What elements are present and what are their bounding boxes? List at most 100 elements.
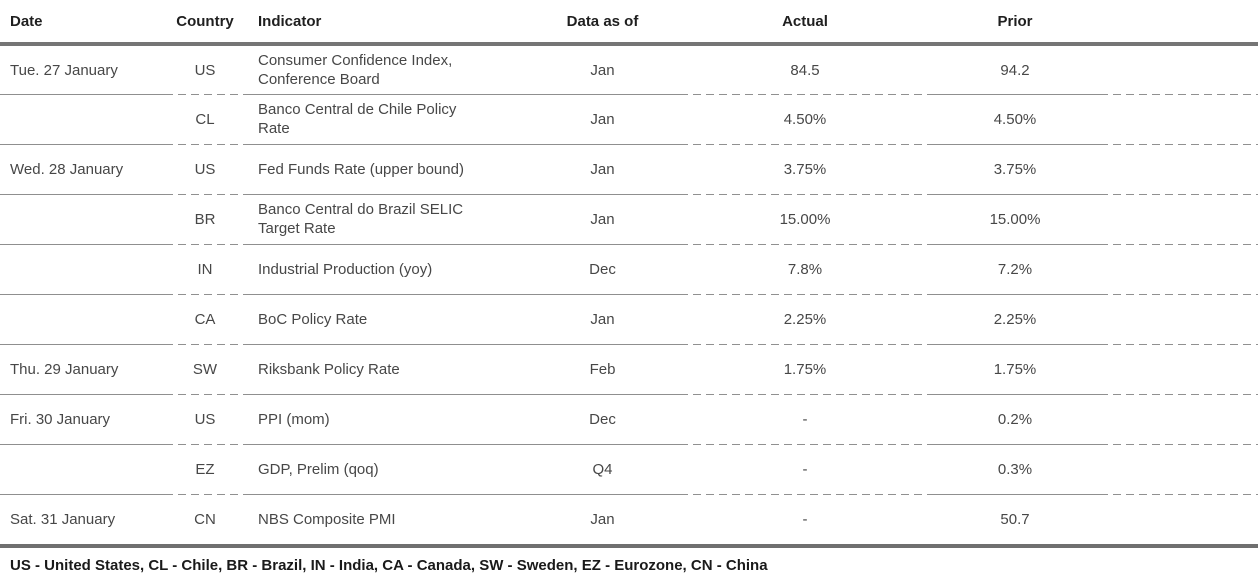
header-row: Date Country Indicator Data as of Actual… (0, 0, 1258, 46)
prior-cell: 15.00% (930, 194, 1100, 245)
table-row: CL Banco Central de Chile Policy Rate Ja… (0, 94, 1258, 145)
column-header-spacer (1100, 0, 1258, 46)
actual-cell: 84.5 (680, 44, 930, 94)
date-cell (0, 94, 165, 145)
indicator-cell: PPI (mom) (245, 394, 525, 445)
indicator-text: Riksbank Policy Rate (258, 360, 400, 378)
indicator-text: Fed Funds Rate (upper bound) (258, 160, 464, 178)
date-cell (0, 244, 165, 295)
date-cell: Thu. 29 January (0, 344, 165, 395)
indicator-cell: Industrial Production (yoy) (245, 244, 525, 295)
data-as-of-cell: Q4 (525, 444, 680, 495)
table-row: EZ GDP, Prelim (qoq) Q4 - 0.3% (0, 444, 1258, 495)
column-header-country: Country (165, 0, 245, 46)
country-cell: EZ (165, 444, 245, 495)
spacer-cell (1100, 44, 1258, 94)
indicator-text: Industrial Production (yoy) (258, 260, 433, 278)
spacer-cell (1100, 194, 1258, 245)
table-row: Sat. 31 January CN NBS Composite PMI Jan… (0, 494, 1258, 544)
date-cell (0, 444, 165, 495)
country-cell: SW (165, 344, 245, 395)
actual-cell: 7.8% (680, 244, 930, 295)
data-as-of-cell: Jan (525, 44, 680, 94)
country-cell: US (165, 44, 245, 94)
data-as-of-cell: Jan (525, 194, 680, 245)
column-header-indicator: Indicator (245, 0, 525, 46)
indicator-cell: GDP, Prelim (qoq) (245, 444, 525, 495)
indicator-cell: BoC Policy Rate (245, 294, 525, 345)
table-row: Thu. 29 January SW Riksbank Policy Rate … (0, 344, 1258, 395)
prior-cell: 0.2% (930, 394, 1100, 445)
prior-cell: 94.2 (930, 44, 1100, 94)
indicator-cell: Fed Funds Rate (upper bound) (245, 144, 525, 195)
spacer-cell (1100, 294, 1258, 345)
date-cell: Wed. 28 January (0, 144, 165, 195)
data-as-of-cell: Jan (525, 94, 680, 145)
country-cell: CA (165, 294, 245, 345)
country-cell: BR (165, 194, 245, 245)
table-row: CA BoC Policy Rate Jan 2.25% 2.25% (0, 294, 1258, 345)
table-row: BR Banco Central do Brazil SELIC Target … (0, 194, 1258, 245)
column-header-prior: Prior (930, 0, 1100, 46)
indicator-cell: Consumer Confidence Index, Conference Bo… (245, 44, 525, 94)
prior-cell: 50.7 (1000, 510, 1030, 528)
economic-calendar-table: Date Country Indicator Data as of Actual… (0, 0, 1258, 544)
indicator-text: GDP, Prelim (qoq) (258, 460, 379, 478)
prior-cell: 2.25% (930, 294, 1100, 345)
data-as-of-cell: Dec (525, 244, 680, 295)
spacer-cell (1100, 94, 1258, 145)
date-cell (0, 294, 165, 345)
actual-cell: - (802, 510, 808, 528)
date-cell: Fri. 30 January (0, 394, 165, 445)
indicator-cell: Riksbank Policy Rate (245, 344, 525, 395)
prior-cell: 0.3% (930, 444, 1100, 495)
actual-cell: - (680, 394, 930, 445)
spacer-cell (1100, 444, 1258, 495)
spacer-cell (1100, 244, 1258, 295)
table-row: IN Industrial Production (yoy) Dec 7.8% … (0, 244, 1258, 295)
country-cell: US (165, 394, 245, 445)
country-cell: CL (165, 94, 245, 145)
actual-cell: 3.75% (680, 144, 930, 195)
column-header-date: Date (0, 0, 165, 46)
indicator-cell: Banco Central do Brazil SELIC Target Rat… (245, 194, 525, 245)
date-cell: Tue. 27 January (0, 44, 165, 94)
data-as-of-cell: Dec (525, 394, 680, 445)
column-header-actual: Actual (680, 0, 930, 46)
data-as-of-cell: Jan (525, 144, 680, 195)
indicator-text: Banco Central do Brazil SELIC Target Rat… (258, 201, 464, 237)
indicator-cell: Banco Central de Chile Policy Rate (245, 94, 525, 145)
actual-cell: 2.25% (680, 294, 930, 345)
prior-cell: 4.50% (930, 94, 1100, 145)
indicator-text: PPI (mom) (258, 410, 330, 428)
indicator-text: Banco Central de Chile Policy Rate (258, 101, 457, 137)
date-cell: Sat. 31 January (10, 510, 116, 528)
actual-cell: - (680, 444, 930, 495)
prior-cell: 3.75% (930, 144, 1100, 195)
indicator-cell: NBS Composite PMI (245, 494, 525, 544)
spacer-cell (1100, 394, 1258, 445)
spacer-cell (1100, 344, 1258, 395)
prior-cell: 1.75% (930, 344, 1100, 395)
actual-cell: 15.00% (680, 194, 930, 245)
indicator-text: Consumer Confidence Index, Conference Bo… (258, 52, 453, 88)
country-cell: CN (194, 510, 216, 528)
data-as-of-cell: Feb (525, 344, 680, 395)
table-row: Wed. 28 January US Fed Funds Rate (upper… (0, 144, 1258, 195)
table-row: Tue. 27 January US Consumer Confidence I… (0, 44, 1258, 94)
data-as-of-cell: Jan (590, 510, 615, 528)
legend-footnote: US - United States, CL - Chile, BR - Bra… (0, 544, 1258, 574)
prior-cell: 7.2% (930, 244, 1100, 295)
actual-cell: 1.75% (680, 344, 930, 395)
date-cell (0, 194, 165, 245)
data-as-of-cell: Jan (525, 294, 680, 345)
country-cell: US (165, 144, 245, 195)
actual-cell: 4.50% (680, 94, 930, 145)
indicator-text: NBS Composite PMI (258, 510, 396, 528)
spacer-cell (1100, 494, 1258, 544)
indicator-text: BoC Policy Rate (258, 310, 368, 328)
column-header-data-as-of: Data as of (525, 0, 680, 46)
country-cell: IN (165, 244, 245, 295)
table-row: Fri. 30 January US PPI (mom) Dec - 0.2% (0, 394, 1258, 445)
